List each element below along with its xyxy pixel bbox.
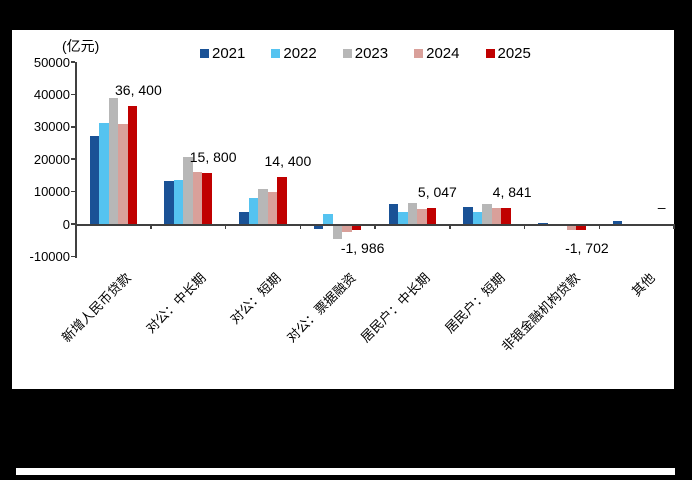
y-tick-label: 0 [62, 216, 70, 232]
x-tick-mark [299, 224, 301, 229]
y-tick-mark [71, 126, 75, 128]
legend-label: 2023 [354, 45, 389, 62]
category-label-0: 新增人民币贷款 [59, 270, 135, 346]
bar-2022-对公：票据融资 [323, 213, 333, 224]
category-label-3: 对公：票据融资 [283, 270, 359, 346]
bar-2021-居民户：中长期 [388, 203, 399, 224]
bar-2021-对公：短期 [239, 211, 249, 224]
legend-swatch-icon [485, 49, 495, 58]
x-tick-mark [673, 224, 675, 229]
bottom-white-strip [16, 468, 675, 475]
bar-2025-对公：短期 [277, 177, 287, 224]
legend-swatch-icon [414, 49, 424, 58]
category-label-7: 其他 [628, 270, 658, 300]
legend-item-2021: 2021 [200, 45, 245, 62]
data-label-0: 36, 400 [115, 82, 162, 99]
x-tick-mark [75, 224, 77, 229]
legend-item-2023: 2023 [342, 45, 389, 62]
data-label-6: -1, 702 [565, 240, 609, 256]
legend-label: 2025 [497, 45, 531, 62]
data-label-7: – [657, 199, 666, 215]
bar-2025-对公：票据融资 [351, 224, 362, 231]
data-label-2: 14, 400 [264, 153, 312, 170]
bar-2023-对公：中长期 [183, 156, 193, 224]
bar-2025-居民户：中长期 [426, 207, 437, 224]
bar-2023-居民户：短期 [482, 204, 492, 224]
bar-2025-非银金融机构贷款 [576, 224, 586, 230]
data-label-1: 15, 800 [189, 148, 237, 165]
legend-swatch-icon [271, 49, 281, 58]
y-tick-mark [71, 255, 75, 258]
y-axis-unit-label: (亿元) [62, 38, 100, 54]
bar-2021-居民户：短期 [463, 207, 473, 224]
legend-label: 2022 [283, 45, 317, 62]
y-tick-label: 30000 [33, 119, 70, 135]
bar-2025-对公：中长期 [202, 172, 212, 224]
legend: 2021 2022 2023 2024 2025 [200, 45, 531, 62]
legend-item-2025: 2025 [485, 45, 531, 62]
bar-2024-居民户：短期 [491, 208, 502, 224]
y-tick-label: 10000 [33, 184, 70, 200]
bar-2022-对公：短期 [248, 197, 259, 224]
y-tick-mark [71, 190, 75, 193]
legend-label: 2021 [212, 45, 246, 62]
y-tick-label: 40000 [33, 86, 70, 102]
y-tick-mark [71, 223, 75, 225]
legend-swatch-icon [200, 49, 209, 58]
bar-2022-居民户：短期 [472, 211, 483, 224]
bar-2021-对公：中长期 [164, 180, 174, 224]
legend-item-2022: 2022 [271, 45, 317, 62]
bar-2022-对公：中长期 [173, 180, 184, 224]
x-tick-mark [224, 224, 227, 229]
bar-2021-新增人民币贷款 [89, 135, 100, 224]
y-tick-label: 50000 [33, 54, 70, 70]
y-tick-mark [71, 158, 75, 160]
x-tick-mark [449, 224, 451, 229]
bar-2024-对公：票据融资 [342, 224, 352, 233]
data-label-3: -1, 986 [340, 240, 385, 256]
bar-2023-对公：票据融资 [332, 224, 343, 240]
bar-2024-非银金融机构贷款 [566, 224, 577, 231]
category-label-1: 对公：中长期 [143, 270, 209, 336]
category-label-2: 对公：短期 [227, 270, 284, 327]
bar-2021-其他 [612, 221, 623, 224]
y-tick-label: -10000 [29, 248, 70, 264]
y-axis-line [75, 62, 77, 258]
bar-2024-居民户：中长期 [417, 209, 427, 224]
y-tick-mark [71, 61, 75, 63]
bar-2023-新增人民币贷款 [108, 97, 119, 224]
bar-2022-新增人民币贷款 [99, 122, 109, 224]
y-tick-label: 20000 [33, 151, 70, 167]
category-label-6: 非银金融机构贷款 [498, 270, 583, 355]
bar-2024-新增人民币贷款 [118, 123, 128, 224]
bar-2025-新增人民币贷款 [127, 106, 138, 224]
bar-2022-居民户：中长期 [398, 211, 408, 224]
bar-2024-对公：短期 [267, 192, 278, 224]
chart-panel: (亿元) 2021 2022 2023 2024 2025 50000 40000 3000… [12, 30, 675, 389]
bar-2025-居民户：短期 [501, 208, 511, 224]
x-tick-mark [523, 224, 526, 229]
category-label-5: 居民户：短期 [442, 270, 508, 336]
bar-2021-对公：票据融资 [313, 224, 324, 229]
bar-2024-对公：中长期 [192, 172, 203, 224]
y-tick-mark [71, 93, 75, 96]
legend-item-2024: 2024 [414, 45, 460, 62]
x-tick-mark [598, 224, 600, 229]
legend-swatch-icon [342, 49, 352, 58]
data-label-5: 4, 841 [492, 184, 532, 201]
bar-2023-居民户：中长期 [407, 203, 418, 224]
data-label-4: 5, 047 [417, 183, 457, 200]
legend-label: 2024 [426, 45, 460, 62]
bar-2023-对公：短期 [258, 188, 268, 224]
x-tick-mark [150, 224, 152, 229]
category-label-4: 居民户：中长期 [358, 270, 434, 346]
x-tick-mark [374, 224, 376, 229]
